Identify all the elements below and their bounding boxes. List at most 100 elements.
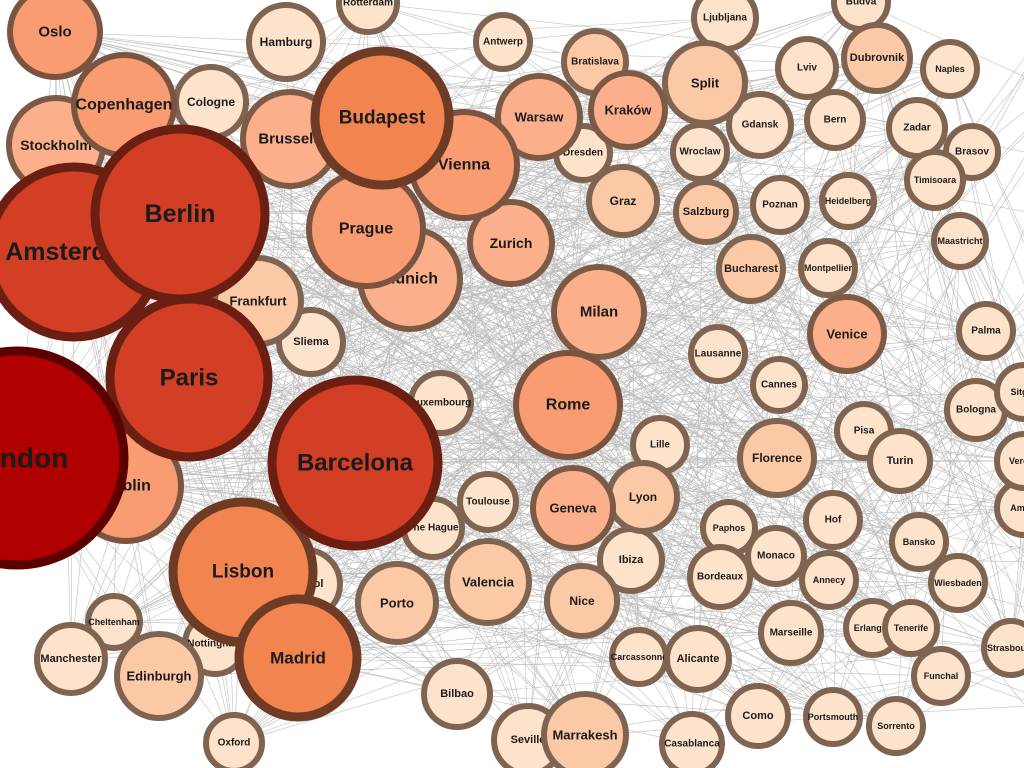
city-node-palma[interactable]: Palma — [956, 301, 1016, 361]
city-node-circle[interactable] — [267, 375, 443, 551]
city-node-marseille[interactable]: Marseille — [758, 600, 824, 666]
city-node-como[interactable]: Como — [725, 683, 791, 749]
city-node-porto[interactable]: Porto — [355, 561, 439, 645]
city-node-cheltenham[interactable]: Cheltenham — [85, 593, 143, 651]
city-node-bilbao[interactable]: Bilbao — [421, 658, 493, 730]
city-node-carcassonne[interactable]: Carcassonne — [609, 627, 669, 687]
city-node-circle[interactable] — [994, 478, 1024, 538]
city-node-amalfi[interactable]: Amalfi — [994, 478, 1024, 538]
city-node-alicante[interactable]: Alicante — [664, 625, 732, 693]
city-node-circle[interactable] — [841, 22, 913, 94]
city-node-nice[interactable]: Nice — [544, 563, 620, 639]
city-node-valencia[interactable]: Valencia — [444, 538, 532, 626]
city-node-circle[interactable] — [804, 89, 866, 151]
city-node-gdansk[interactable]: Gdansk — [726, 91, 794, 159]
city-node-circle[interactable] — [920, 39, 980, 99]
city-node-zurich[interactable]: Zurich — [467, 199, 555, 287]
city-node-circle[interactable] — [203, 712, 265, 768]
city-node-oslo[interactable]: Oslo — [7, 0, 103, 80]
city-node-wroclaw[interactable]: Wroclaw — [670, 122, 730, 182]
city-node-circle[interactable] — [513, 350, 623, 460]
city-node-sorrento[interactable]: Sorrento — [866, 696, 926, 756]
city-node-circle[interactable] — [803, 490, 863, 550]
city-node-circle[interactable] — [928, 553, 988, 613]
city-node-circle[interactable] — [687, 544, 753, 610]
city-node-berlin[interactable]: Berlin — [90, 124, 270, 304]
city-node-circle[interactable] — [867, 428, 933, 494]
city-node-dubrovnik[interactable]: Dubrovnik — [841, 22, 913, 94]
city-node-toulouse[interactable]: Toulouse — [457, 471, 519, 533]
city-node-antwerp[interactable]: Antwerp — [473, 12, 533, 72]
city-node-circle[interactable] — [114, 631, 204, 721]
city-node-circle[interactable] — [457, 471, 519, 533]
city-node-circle[interactable] — [956, 301, 1016, 361]
city-node-circle[interactable] — [467, 199, 555, 287]
city-node-circle[interactable] — [799, 550, 859, 610]
city-node-rome[interactable]: Rome — [513, 350, 623, 460]
city-node-paris[interactable]: Paris — [105, 294, 273, 462]
city-node-lausanne[interactable]: Lausanne — [688, 324, 748, 384]
city-node-circle[interactable] — [737, 418, 817, 498]
city-node-circle[interactable] — [931, 212, 989, 270]
city-node-circle[interactable] — [819, 172, 877, 230]
city-node-circle[interactable] — [336, 0, 400, 35]
city-node-circle[interactable] — [662, 40, 748, 126]
city-node-circle[interactable] — [7, 0, 103, 80]
city-node-edinburgh[interactable]: Edinburgh — [114, 631, 204, 721]
city-node-timisoara[interactable]: Timisoara — [904, 149, 966, 211]
city-node-circle[interactable] — [530, 465, 616, 551]
city-node-hof[interactable]: Hof — [803, 490, 863, 550]
city-node-graz[interactable]: Graz — [586, 164, 660, 238]
city-node-circle[interactable] — [994, 362, 1024, 422]
city-node-marrakesh[interactable]: Marrakesh — [541, 691, 629, 768]
city-node-circle[interactable] — [355, 561, 439, 645]
city-node-maastricht[interactable]: Maastricht — [931, 212, 989, 270]
city-node-venice[interactable]: Venice — [807, 294, 887, 374]
city-node-milan[interactable]: Milan — [551, 264, 647, 360]
city-node-circle[interactable] — [495, 73, 583, 161]
city-node-circle[interactable] — [775, 36, 839, 100]
city-node-circle[interactable] — [551, 264, 647, 360]
city-node-annecy[interactable]: Annecy — [799, 550, 859, 610]
city-node-manchester[interactable]: Manchester — [34, 622, 108, 696]
city-node-circle[interactable] — [981, 618, 1024, 678]
city-node-poznan[interactable]: Poznan — [750, 175, 810, 235]
city-node-circle[interactable] — [716, 234, 786, 304]
city-node-barcelona[interactable]: Barcelona — [267, 375, 443, 551]
city-node-circle[interactable] — [803, 687, 863, 747]
city-node-bordeaux[interactable]: Bordeaux — [687, 544, 753, 610]
city-node-circle[interactable] — [994, 431, 1024, 491]
city-node-split[interactable]: Split — [662, 40, 748, 126]
city-node-circle[interactable] — [85, 593, 143, 651]
city-node-circle[interactable] — [444, 538, 532, 626]
city-node-verona[interactable]: Verona — [994, 431, 1024, 491]
city-node-bern[interactable]: Bern — [804, 89, 866, 151]
city-node-zadar[interactable]: Zadar — [886, 97, 948, 159]
city-node-cannes[interactable]: Cannes — [750, 356, 808, 414]
city-node-casablanca[interactable]: Casablanca — [659, 711, 725, 768]
city-node-circle[interactable] — [911, 646, 971, 706]
city-node-london[interactable]: London — [0, 346, 129, 570]
city-node-circle[interactable] — [673, 179, 739, 245]
city-node-circle[interactable] — [541, 691, 629, 768]
city-node-budapest[interactable]: Budapest — [310, 46, 454, 190]
city-node-circle[interactable] — [586, 164, 660, 238]
city-node-circle[interactable] — [544, 563, 620, 639]
city-node-salzburg[interactable]: Salzburg — [673, 179, 739, 245]
city-node-strasbourg[interactable]: Strasbourg — [981, 618, 1024, 678]
city-node-circle[interactable] — [882, 599, 940, 657]
city-node-circle[interactable] — [725, 683, 791, 749]
city-node-bansko[interactable]: Bansko — [889, 512, 949, 572]
city-node-circle[interactable] — [904, 149, 966, 211]
city-node-circle[interactable] — [421, 658, 493, 730]
city-node-circle[interactable] — [664, 625, 732, 693]
city-node-montpellier[interactable]: Montpellier — [798, 238, 858, 298]
city-node-circle[interactable] — [105, 294, 273, 462]
city-node-portsmouth[interactable]: Portsmouth — [803, 687, 863, 747]
city-node-bucharest[interactable]: Bucharest — [716, 234, 786, 304]
city-node-krakow[interactable]: Kraków — [588, 70, 668, 150]
city-node-circle[interactable] — [750, 175, 810, 235]
city-node-naples[interactable]: Naples — [920, 39, 980, 99]
city-node-circle[interactable] — [34, 622, 108, 696]
city-node-circle[interactable] — [473, 12, 533, 72]
